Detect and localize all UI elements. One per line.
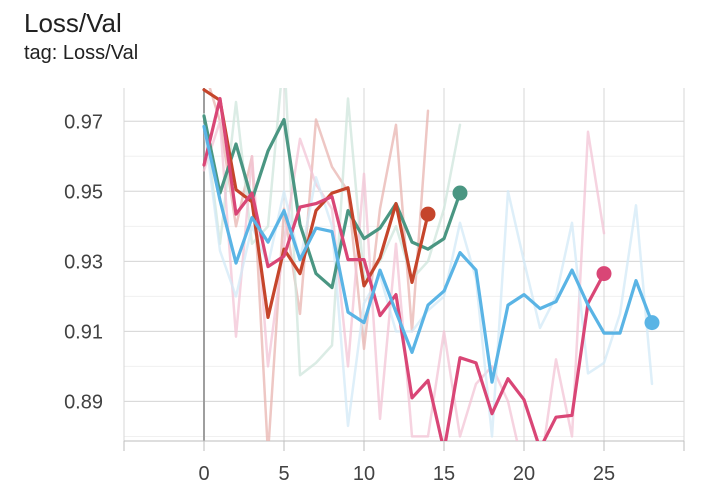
chart-title: Loss/Val	[24, 8, 122, 38]
series-line-7[interactable]	[202, 124, 654, 384]
y-tick-label: 0.89	[64, 391, 103, 413]
tick-labels: 0.97 0.95 0.93 0.91 0.89 0 5 10 15 20 25	[64, 111, 615, 485]
x-tick-label: 0	[198, 463, 209, 485]
series-line-5[interactable]	[202, 88, 430, 319]
x-tick-label: 20	[513, 463, 535, 485]
series-layer	[202, 69, 654, 454]
series-end-marker-7[interactable]	[644, 315, 660, 331]
series-line-4[interactable]	[202, 114, 462, 290]
x-tick-label: 25	[593, 463, 615, 485]
chart-tag: tag: Loss/Val	[24, 42, 139, 64]
raw-series-line-0[interactable]	[204, 69, 430, 454]
x-tick-label: 15	[433, 463, 455, 485]
series-end-marker-5[interactable]	[420, 206, 436, 222]
axes	[123, 88, 685, 451]
series-end-marker-6[interactable]	[596, 266, 612, 282]
x-tick-label: 5	[278, 463, 289, 485]
series-end-marker-4[interactable]	[452, 185, 468, 201]
y-tick-label: 0.91	[64, 321, 103, 343]
series-line-6[interactable]	[202, 96, 606, 451]
marker-layer	[420, 185, 660, 331]
raw-series-line-3[interactable]	[202, 123, 654, 438]
y-tick-label: 0.97	[64, 111, 103, 133]
y-tick-label: 0.95	[64, 181, 103, 203]
y-tick-label: 0.93	[64, 251, 103, 273]
x-tick-label: 10	[353, 463, 375, 485]
